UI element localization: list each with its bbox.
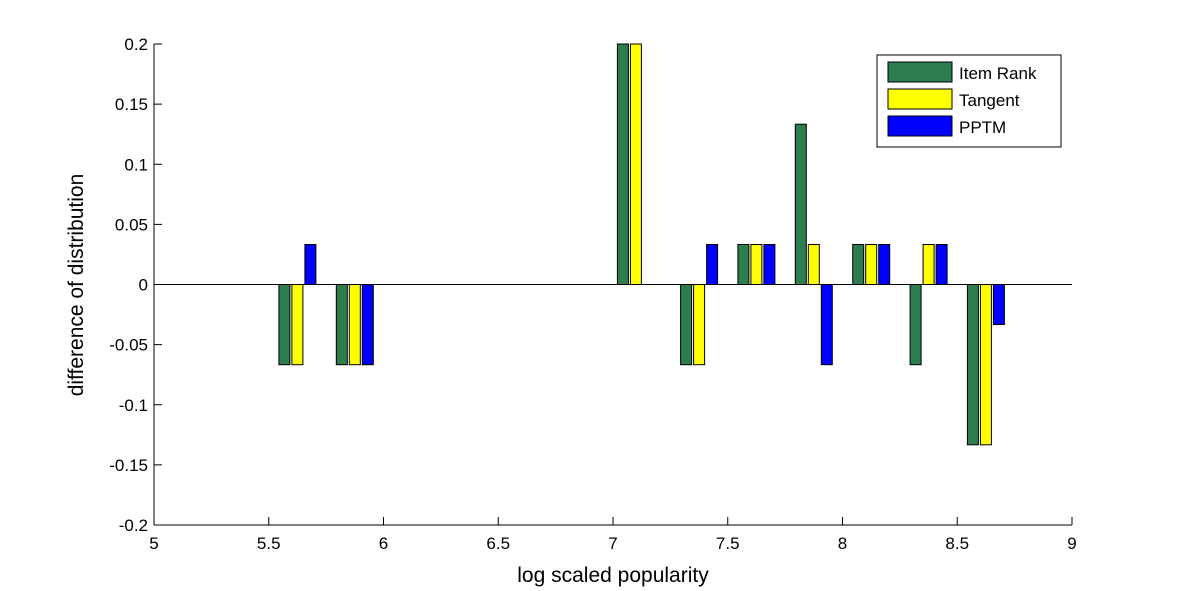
- legend-swatch-item-rank: [887, 61, 953, 83]
- legend: Item Rank Tangent PPTM: [876, 54, 1062, 148]
- x-tick-label: 8.5: [945, 534, 969, 553]
- bar-tangent: [629, 43, 642, 285]
- legend-label: Tangent: [959, 91, 1020, 110]
- bar-pptm: [706, 244, 719, 285]
- y-tick-label: -0.2: [119, 516, 148, 535]
- bar-pptm: [992, 284, 1005, 325]
- bar-item-rank: [680, 284, 693, 366]
- y-tick-label: 0.05: [115, 215, 148, 234]
- bar-tangent: [693, 284, 706, 366]
- x-tick-label: 7.5: [716, 534, 740, 553]
- x-tick-label: 8: [838, 534, 847, 553]
- x-tick-label: 9: [1067, 534, 1076, 553]
- legend-swatch-tangent: [887, 88, 953, 110]
- y-axis-ticks: -0.2 -0.15 -0.1 -0.05 0 0.05 0.1 0.15 0.2: [109, 35, 162, 535]
- bar-item-rank: [966, 284, 979, 446]
- y-tick-label: 0.15: [115, 95, 148, 114]
- bar-tangent: [348, 284, 361, 366]
- bar-tangent: [750, 244, 763, 285]
- y-tick-label: -0.05: [109, 336, 148, 355]
- bar-item-rank: [794, 123, 807, 285]
- x-axis-label: log scaled popularity: [517, 564, 709, 587]
- bar-tangent: [807, 244, 820, 285]
- x-tick-label: 5.5: [257, 534, 281, 553]
- y-tick-label: 0.1: [124, 155, 148, 174]
- bar-item-rank: [852, 244, 865, 285]
- bar-item-rank: [335, 284, 348, 366]
- x-tick-label: 6: [379, 534, 388, 553]
- y-tick-label: -0.1: [119, 396, 148, 415]
- x-tick-label: 7: [608, 534, 617, 553]
- y-axis-label: difference of distribution: [65, 174, 88, 397]
- legend-swatch-pptm: [887, 115, 953, 137]
- x-tick-label: 5: [149, 534, 158, 553]
- bar-tangent: [979, 284, 992, 446]
- bar-item-rank: [737, 244, 750, 285]
- bar-pptm: [820, 284, 833, 366]
- y-tick-label: 0: [139, 276, 148, 295]
- y-tick-label: -0.15: [109, 456, 148, 475]
- bar-tangent: [922, 244, 935, 285]
- bar-item-rank: [616, 43, 629, 285]
- bar-pptm: [878, 244, 891, 285]
- bar-pptm: [763, 244, 776, 285]
- x-axis-ticks: 5 5.5 6 6.5 7 7.5 8 8.5 9: [149, 517, 1077, 553]
- y-tick-label: 0.2: [124, 35, 148, 54]
- bar-pptm: [304, 244, 317, 285]
- bar-tangent: [865, 244, 878, 285]
- bar-item-rank: [909, 284, 922, 366]
- x-tick-label: 6.5: [486, 534, 510, 553]
- legend-label: Item Rank: [959, 64, 1037, 83]
- bar-pptm: [935, 244, 948, 285]
- bar-item-rank: [278, 284, 291, 366]
- bar-tangent: [291, 284, 304, 366]
- bar-pptm: [361, 284, 374, 366]
- legend-label: PPTM: [959, 118, 1006, 137]
